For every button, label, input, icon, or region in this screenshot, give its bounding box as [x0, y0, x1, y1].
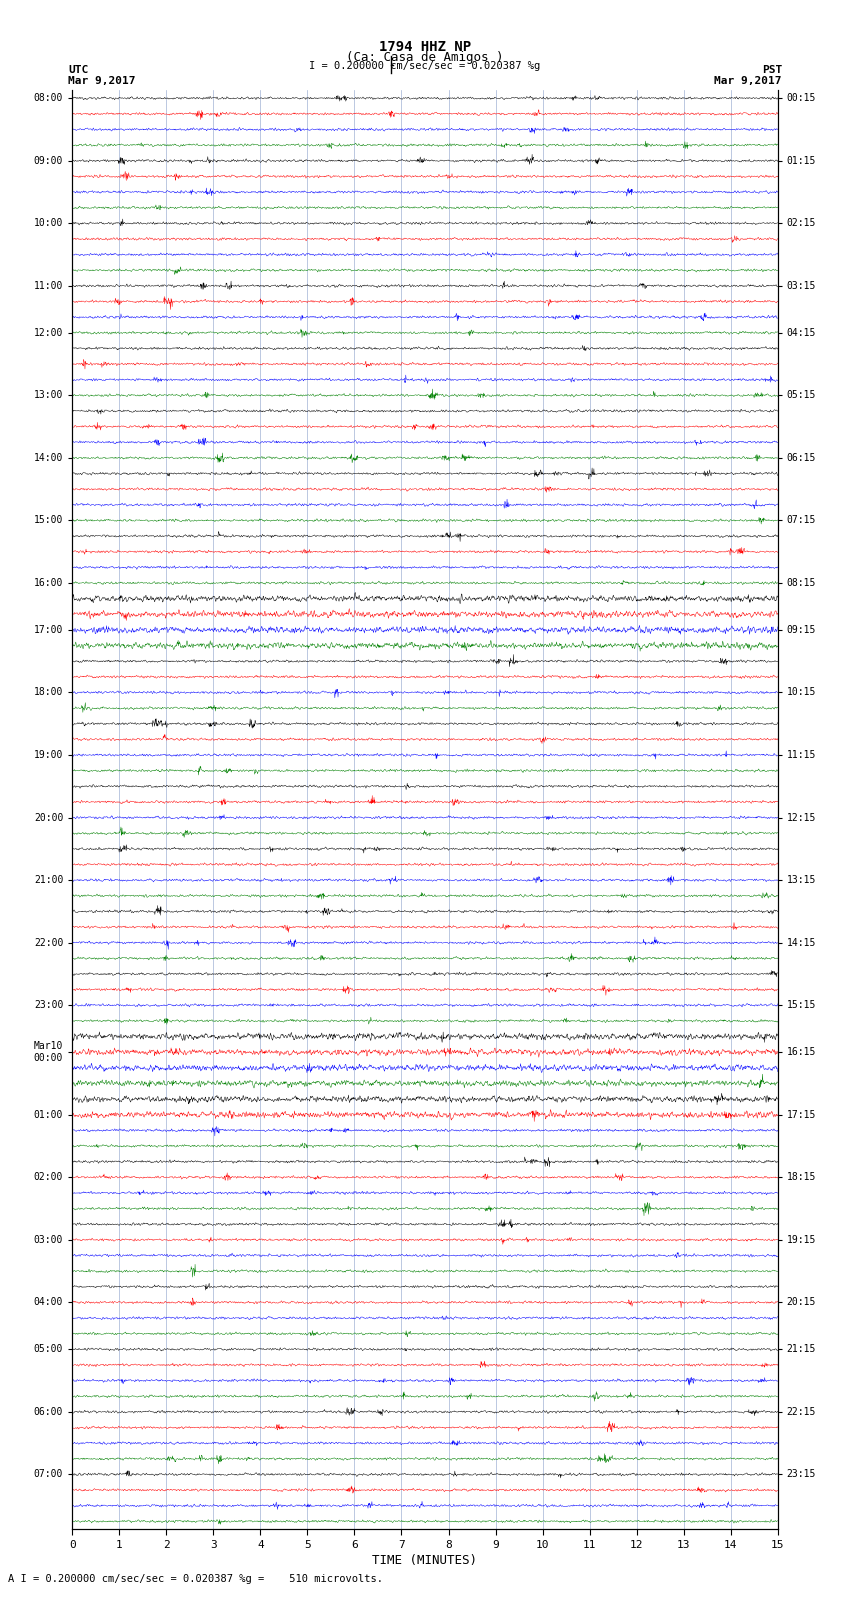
Text: PST: PST [762, 65, 782, 74]
Text: I = 0.200000 cm/sec/sec = 0.020387 %g: I = 0.200000 cm/sec/sec = 0.020387 %g [309, 61, 541, 71]
X-axis label: TIME (MINUTES): TIME (MINUTES) [372, 1553, 478, 1566]
Text: Mar 9,2017: Mar 9,2017 [68, 76, 135, 85]
Text: UTC: UTC [68, 65, 88, 74]
Text: A I = 0.200000 cm/sec/sec = 0.020387 %g =    510 microvolts.: A I = 0.200000 cm/sec/sec = 0.020387 %g … [8, 1574, 383, 1584]
Text: (Ca: Casa de Amigos ): (Ca: Casa de Amigos ) [346, 50, 504, 65]
Text: Mar 9,2017: Mar 9,2017 [715, 76, 782, 85]
Text: 1794 HHZ NP: 1794 HHZ NP [379, 39, 471, 53]
